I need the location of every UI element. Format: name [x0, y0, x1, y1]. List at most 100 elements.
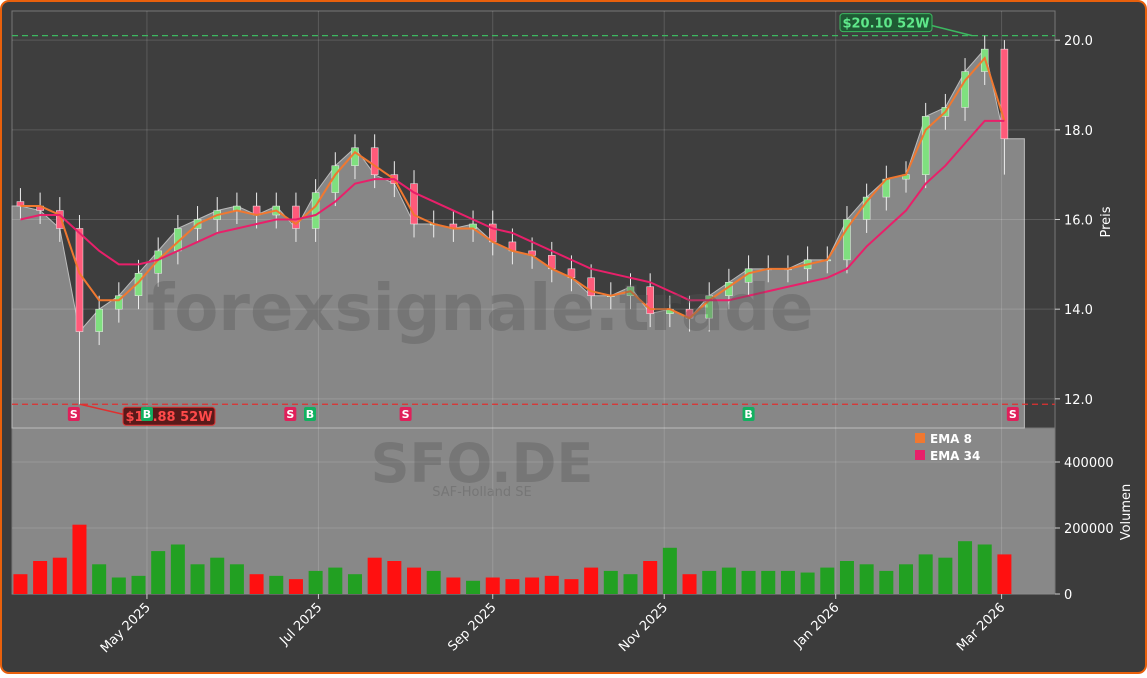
watermark: forexsignale.trade [147, 272, 814, 346]
arrow [79, 403, 124, 415]
y-tick-label: 12.0 [1064, 393, 1093, 408]
volume-bar [407, 567, 422, 594]
signal-box [742, 407, 755, 421]
y-tick-label: 18.0 [1064, 124, 1093, 139]
signal-label: S [70, 408, 78, 421]
candle-body [370, 147, 379, 175]
volume-bar [564, 579, 579, 594]
volume-bar [367, 557, 382, 594]
volume-bar [741, 570, 756, 594]
signal-label: B [143, 408, 151, 421]
signal-box [304, 407, 316, 421]
volume-bar [662, 547, 677, 594]
volume-bar [859, 564, 874, 594]
signal: S [284, 407, 297, 421]
legend-swatch [915, 450, 925, 460]
arrow [931, 24, 973, 37]
signal-label: S [1009, 408, 1017, 421]
candle-body [292, 205, 300, 229]
candle-body [961, 71, 969, 108]
volume-bar [682, 574, 697, 594]
candle-body [843, 219, 851, 261]
volume-bar [288, 579, 303, 594]
volume-bar [761, 570, 776, 594]
signal: B [304, 407, 316, 421]
volume-bar [347, 574, 362, 594]
volume-bar [33, 560, 48, 594]
y2-tick-label: 0 [1064, 588, 1072, 603]
candle-body [115, 295, 123, 310]
signal: B [140, 407, 153, 421]
volume-bar [879, 570, 894, 594]
y-tick-label: 20.0 [1064, 34, 1093, 49]
volume-bar [997, 554, 1012, 594]
candle-body [311, 192, 320, 229]
signal: S [399, 407, 412, 421]
volume-bar [820, 567, 835, 594]
volume-bar [643, 560, 658, 594]
signal-label: B [306, 408, 314, 421]
volume-bar [72, 524, 87, 594]
volume-bar [623, 574, 638, 594]
volume-bar [328, 567, 343, 594]
y2-axis-label: Volumen [1119, 484, 1134, 541]
label-text: $11.88 52W [125, 410, 212, 425]
y-tick-label: 14.0 [1064, 303, 1093, 318]
volume-bar [308, 570, 323, 594]
volume-bar [249, 574, 264, 594]
signal: S [1006, 407, 1019, 421]
volume-bar [977, 544, 992, 594]
volume-bar [525, 577, 540, 594]
signal-box [284, 407, 297, 421]
legend-swatch [915, 433, 925, 443]
y-axis-label: Preis [1099, 206, 1114, 237]
volume-bar [780, 570, 795, 594]
candle-body [351, 147, 359, 166]
candle-body [95, 308, 103, 332]
candle-body [75, 228, 84, 332]
signal-box [399, 407, 412, 421]
signal-label: B [744, 408, 752, 421]
candle-body [410, 183, 418, 225]
signal: S [67, 407, 80, 421]
candle-body [587, 277, 595, 296]
symbol: SFO.DE [371, 432, 594, 495]
volume-bar [938, 557, 953, 594]
volume-bar [387, 560, 402, 594]
high-52w-label: $20.10 52W [839, 13, 973, 37]
volume-bar [269, 575, 284, 594]
volume-bar [426, 570, 441, 594]
volume-bar [839, 560, 854, 594]
legend-label: EMA 8 [930, 432, 972, 446]
volume-bar [466, 580, 481, 594]
y2-tick-label: 200000 [1064, 522, 1114, 537]
candle-body [646, 286, 654, 314]
volume-bar [446, 577, 461, 594]
volume-bar [151, 551, 166, 594]
signal-box [67, 407, 80, 421]
signal-box [140, 407, 153, 421]
volume-bar [918, 554, 933, 594]
volume-bar [131, 575, 146, 594]
volume-bar [544, 575, 559, 594]
volume-bar [170, 544, 185, 594]
volume-bar [92, 564, 107, 594]
y2-tick-label: 400000 [1064, 456, 1114, 471]
ema-line [20, 56, 1006, 320]
volume-bar [899, 564, 913, 594]
volume-bar [603, 570, 618, 594]
candle-body [1000, 48, 1009, 140]
ema-line [20, 119, 1005, 302]
company: SAF-Holland SE [432, 485, 532, 500]
candle-body [862, 196, 871, 220]
volume-bar [111, 577, 126, 594]
volume-bar [584, 567, 599, 594]
signal-label: S [402, 408, 410, 421]
volume-bar [52, 557, 67, 594]
volume-bar [229, 564, 244, 594]
y-tick-label: 16.0 [1064, 214, 1093, 229]
candle-body [154, 250, 162, 274]
volume-bar [485, 577, 500, 594]
label-box [839, 13, 933, 33]
legend-label: EMA 34 [930, 449, 980, 463]
